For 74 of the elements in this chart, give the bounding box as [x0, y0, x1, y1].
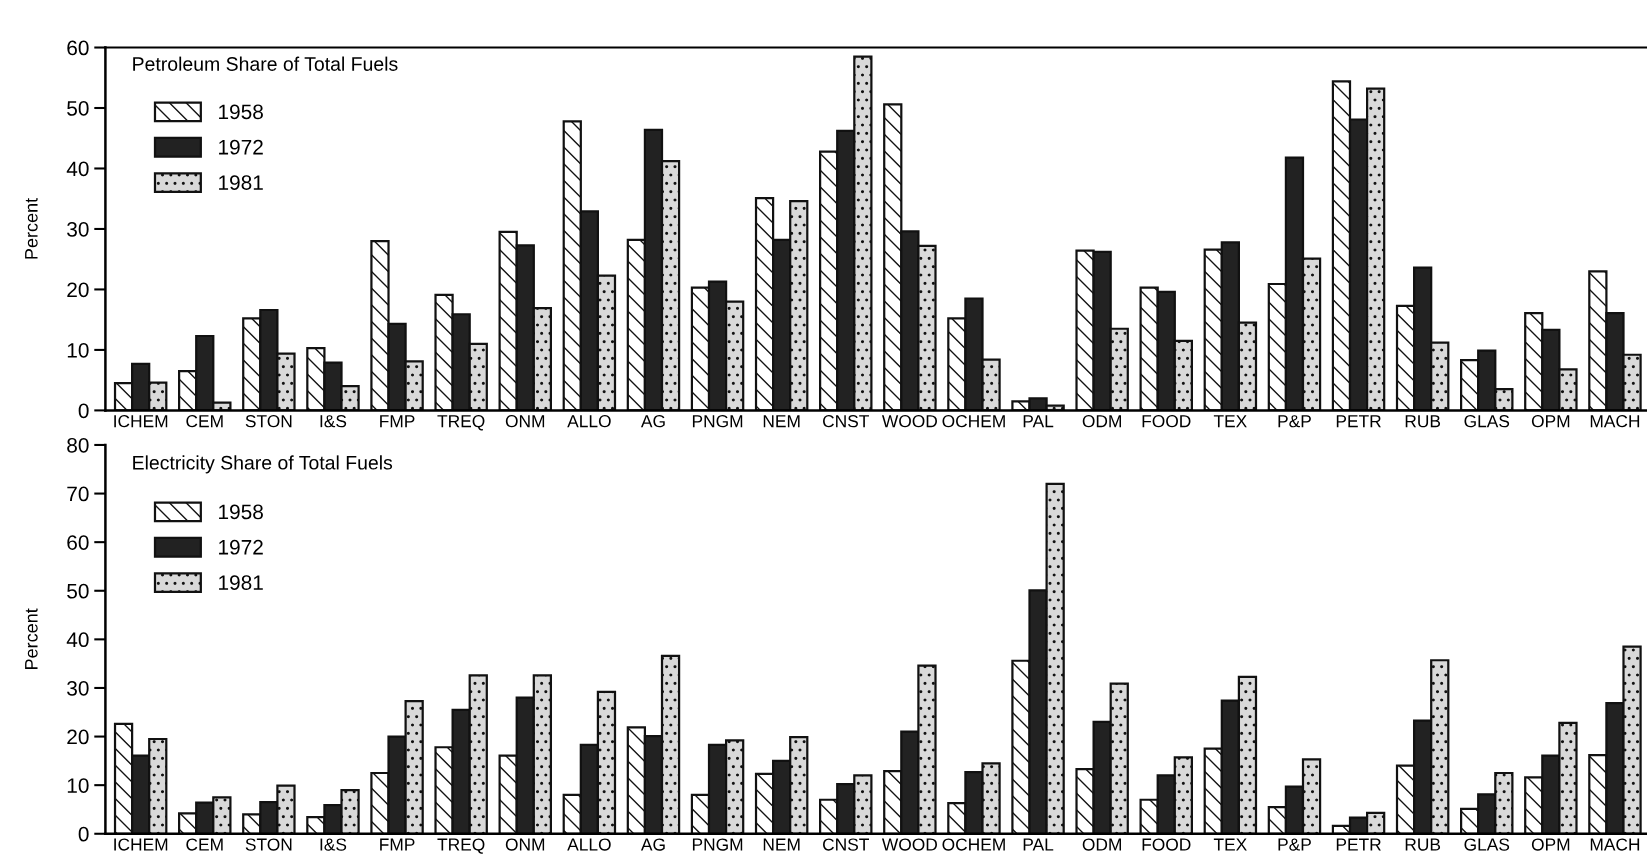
- x-tick-label: MACH: [1590, 838, 1640, 851]
- x-tick-label: ONM: [505, 838, 545, 851]
- y-tick-label: 30: [67, 680, 89, 696]
- x-tick-label: WOOD: [881, 838, 937, 851]
- x-tick-label: OPM: [1531, 838, 1570, 851]
- x-tick-label: ALLO: [567, 838, 611, 851]
- x-tick-label: PNGM: [692, 838, 743, 851]
- y-tick-label: 0: [78, 826, 89, 842]
- x-tick-label: TEX: [1213, 415, 1247, 428]
- x-tick-label: GLAS: [1464, 838, 1510, 851]
- x-tick-label: WOOD: [881, 415, 937, 428]
- y-tick-label: 0: [78, 403, 89, 419]
- x-tick-label: ODM: [1082, 838, 1121, 851]
- y-tick-label: 60: [67, 535, 89, 550]
- x-tick-label: RUB: [1405, 415, 1441, 428]
- y-tick-label: 30: [67, 221, 89, 237]
- chart-title: Electricity Share of Total Fuels: [133, 455, 393, 474]
- x-tick-label: PAL: [1023, 415, 1054, 428]
- x-tick-label: PETR: [1336, 415, 1381, 428]
- x-tick-label: PNGM: [692, 415, 743, 428]
- x-tick-label: ONM: [505, 415, 545, 428]
- y-tick-label: 50: [67, 583, 89, 599]
- x-tick-label: RUB: [1405, 838, 1441, 851]
- chart-title: Petroleum Share of Total Fuels: [133, 56, 398, 71]
- y-tick-label: 40: [66, 632, 89, 648]
- y-axis-title: Percent: [25, 197, 38, 259]
- x-tick-label: P&P: [1278, 415, 1311, 428]
- x-tick-label: OPM: [1531, 415, 1570, 428]
- x-tick-label: GLAS: [1464, 415, 1510, 428]
- legend-label: 1972: [219, 139, 263, 155]
- x-tick-label: ODM: [1082, 415, 1121, 428]
- y-tick-label: 10: [67, 778, 89, 793]
- x-tick-label: STON: [245, 838, 292, 851]
- x-tick-label: CEM: [186, 415, 223, 428]
- x-tick-label: ICHEM: [114, 415, 168, 428]
- x-tick-label: FMP: [380, 838, 415, 851]
- x-tick-label: NEM: [763, 415, 800, 428]
- x-tick-label: I&S: [320, 838, 347, 851]
- x-tick-label: TREQ: [437, 838, 485, 854]
- y-tick-label: 50: [67, 101, 89, 116]
- x-tick-label: NEM: [763, 838, 800, 851]
- x-tick-label: CNST: [823, 838, 869, 851]
- x-tick-label: AG: [640, 415, 665, 428]
- x-tick-label: ALLO: [567, 415, 611, 428]
- y-tick-label: 20: [67, 729, 89, 745]
- x-tick-label: FOOD: [1142, 415, 1191, 428]
- y-tick-label: 70: [67, 486, 89, 502]
- x-tick-label: FMP: [380, 415, 415, 428]
- legend-label: 1958: [219, 504, 263, 520]
- x-tick-label: CEM: [186, 838, 223, 851]
- legend-label: 1981: [219, 175, 263, 190]
- legend-label: 1981: [219, 575, 263, 590]
- y-axis-title: Percent: [25, 608, 38, 669]
- x-tick-label: FOOD: [1142, 838, 1191, 851]
- legend-label: 1972: [219, 539, 263, 555]
- legend-label: 1958: [219, 104, 263, 120]
- x-tick-label: P&P: [1278, 838, 1311, 851]
- y-tick-label: 80: [67, 437, 89, 453]
- y-tick-label: 20: [67, 282, 89, 298]
- x-tick-label: TEX: [1213, 838, 1247, 851]
- x-tick-label: OCHEM: [942, 415, 1005, 428]
- y-tick-label: 10: [67, 342, 89, 358]
- y-tick-label: 40: [66, 161, 89, 177]
- x-tick-label: I&S: [320, 415, 347, 428]
- x-tick-label: STON: [245, 415, 292, 428]
- x-tick-label: AG: [640, 838, 665, 851]
- x-tick-label: TREQ: [437, 415, 485, 431]
- y-tick-label: 60: [67, 40, 89, 56]
- x-tick-label: CNST: [823, 415, 869, 428]
- x-tick-label: PAL: [1023, 838, 1054, 851]
- x-tick-label: MACH: [1590, 415, 1640, 428]
- x-tick-label: PETR: [1336, 838, 1381, 851]
- x-tick-label: OCHEM: [942, 838, 1005, 851]
- x-tick-label: ICHEM: [114, 838, 168, 851]
